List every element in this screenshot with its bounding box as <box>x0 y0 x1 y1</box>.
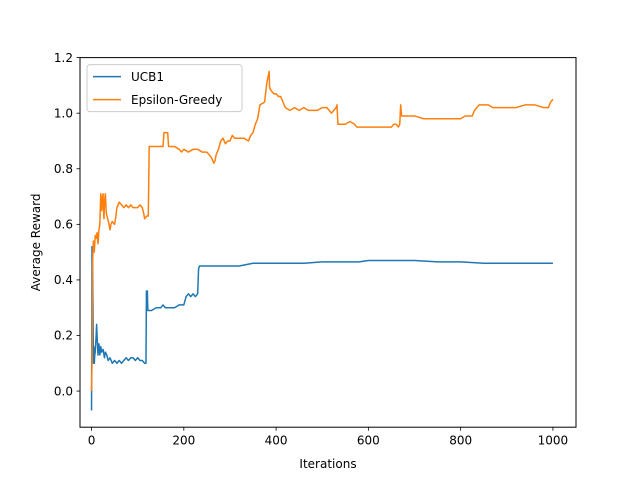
series-layer <box>90 70 554 411</box>
legend-label-epsilon-greedy: Epsilon-Greedy <box>131 93 222 107</box>
y-tick-label: 1.2 <box>54 51 73 65</box>
series-line-epsilon-greedy <box>90 70 554 392</box>
y-tick-label: 1.0 <box>54 106 73 120</box>
series-line-ucb1 <box>90 245 553 411</box>
legend: UCB1 Epsilon-Greedy <box>86 64 243 113</box>
y-tick-label: 0.0 <box>54 384 73 398</box>
y-tick-label: 0.2 <box>54 329 73 343</box>
legend-label-ucb1: UCB1 <box>131 70 164 84</box>
x-tick-label: 800 <box>449 434 472 448</box>
plot-frame <box>79 57 577 428</box>
x-tick-label: 600 <box>357 434 380 448</box>
y-tick-label: 0.8 <box>54 162 73 176</box>
x-axis-ticks: 0 200 400 600 800 1000 <box>88 427 568 448</box>
y-tick-label: 0.4 <box>54 273 73 287</box>
x-axis-label: Iterations <box>299 457 356 471</box>
y-axis-ticks: 0.0 0.2 0.4 0.6 0.8 1.0 1.2 <box>54 51 80 398</box>
x-tick-label: 0 <box>88 434 96 448</box>
x-tick-label: 400 <box>265 434 288 448</box>
x-tick-label: 1000 <box>538 434 569 448</box>
x-tick-label: 200 <box>172 434 195 448</box>
y-tick-label: 0.6 <box>54 218 73 232</box>
y-axis-label: Average Reward <box>29 194 43 292</box>
legend-box <box>86 64 243 113</box>
